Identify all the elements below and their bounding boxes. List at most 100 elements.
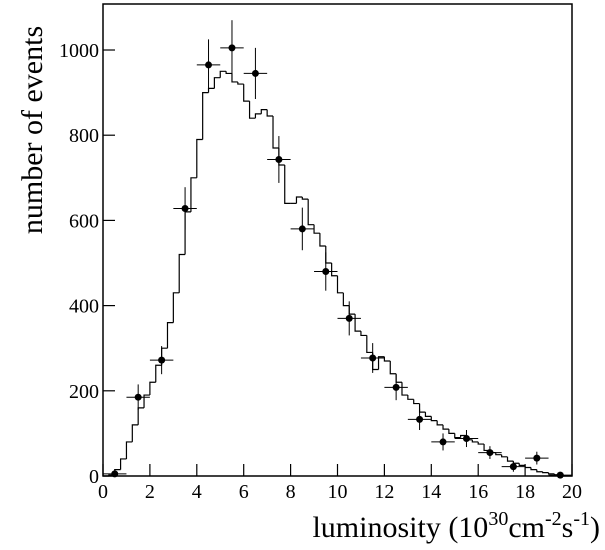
x-tick-label: 14	[421, 481, 441, 503]
histogram-bin	[166, 322, 174, 349]
plot-frame	[102, 3, 573, 477]
histogram-bin	[125, 441, 133, 459]
histogram-bin	[266, 109, 274, 117]
histogram-bin	[360, 331, 367, 337]
y-tick-label: 600	[69, 210, 99, 232]
x-tick-label: 16	[468, 481, 488, 503]
x-label-superscript: -1	[573, 508, 590, 530]
x-tick-label: 20	[562, 481, 582, 503]
histogram-bin	[131, 424, 139, 442]
histogram-bin	[547, 472, 555, 475]
histogram-bin	[325, 245, 332, 264]
data-point	[486, 449, 494, 457]
data-point	[228, 44, 236, 52]
data-point	[322, 268, 330, 276]
histogram-bin	[448, 429, 455, 435]
histogram-bin	[342, 292, 350, 307]
data-point	[392, 383, 400, 391]
data-point	[416, 415, 424, 423]
y-tick-label: 0	[89, 466, 99, 488]
histogram-bin	[501, 454, 508, 458]
histogram-bin	[260, 109, 268, 114]
data-point	[251, 69, 259, 77]
histogram-bin	[207, 87, 215, 93]
histogram-bin	[395, 373, 402, 383]
histogram-bin	[190, 177, 197, 212]
histogram-bin	[460, 434, 467, 438]
data-point	[275, 155, 283, 163]
x-tick-label: 10	[328, 481, 348, 503]
histogram-bin	[401, 382, 408, 396]
histogram-bin	[119, 458, 127, 470]
x-tick-label: 6	[239, 481, 249, 503]
histogram-bin	[196, 138, 203, 178]
histogram-bin	[184, 211, 191, 255]
histogram-bin	[313, 224, 320, 234]
histogram-bin	[307, 199, 315, 226]
histogram-bin	[536, 469, 543, 473]
data-point	[181, 204, 189, 212]
histogram-bin	[383, 356, 391, 362]
histogram-bin	[225, 71, 232, 75]
histogram-bin	[518, 463, 526, 466]
data-point	[158, 356, 166, 364]
data-point	[298, 225, 306, 233]
histogram-bin	[149, 381, 156, 396]
x-tick-label: 18	[515, 481, 535, 503]
x-tick-label: 12	[374, 481, 394, 503]
data-point	[205, 61, 213, 69]
x-label-part: s	[562, 511, 574, 544]
histogram-bin	[143, 394, 150, 408]
histogram-bin	[231, 73, 238, 83]
data-point	[111, 470, 119, 478]
x-axis-label: luminosity (1030cm-2s-1)	[312, 508, 600, 544]
x-tick-label: 2	[145, 481, 155, 503]
histogram-bin	[284, 165, 291, 204]
x-label-superscript: -2	[545, 508, 562, 530]
histogram-bin	[366, 335, 373, 354]
histogram-bin	[243, 84, 250, 102]
histogram-bin	[389, 360, 397, 375]
x-tick-label: 8	[286, 481, 296, 503]
histogram-bin	[377, 356, 385, 370]
histogram-bin	[301, 196, 309, 200]
histogram-bin	[354, 314, 361, 332]
histogram-bin	[477, 441, 485, 445]
data-point	[345, 314, 353, 322]
y-tick-label: 400	[69, 296, 99, 318]
histogram-bin	[295, 196, 303, 204]
x-label-part: cm	[508, 511, 545, 544]
x-tick-label: 4	[192, 481, 202, 503]
data-point	[533, 454, 541, 462]
x-label-superscript: 30	[488, 508, 508, 530]
histogram-bin	[442, 424, 449, 430]
histogram-bin	[137, 407, 145, 425]
histogram-bin	[155, 364, 162, 383]
histogram-bin	[331, 263, 338, 277]
data-point	[556, 471, 564, 479]
histogram-bin	[407, 395, 414, 400]
histogram-bin	[430, 416, 438, 422]
histogram-bin	[495, 452, 502, 456]
x-label-part: )	[590, 511, 600, 544]
histogram-bin	[348, 305, 356, 315]
histogram-bin	[178, 253, 186, 293]
data-point	[462, 435, 470, 443]
histogram-bin	[542, 471, 549, 474]
histogram-bin	[213, 77, 221, 89]
histogram-bin	[424, 412, 432, 417]
x-tick-label: 0	[98, 481, 108, 503]
histogram-bin	[202, 92, 209, 140]
y-tick-label: 200	[69, 381, 99, 403]
histogram-bin	[319, 233, 326, 247]
histogram-bin	[336, 275, 344, 294]
data-point	[509, 463, 517, 471]
histogram-bin	[418, 403, 426, 413]
data-point	[369, 354, 377, 362]
histogram-bin	[413, 399, 420, 405]
x-label-part: luminosity (10	[312, 511, 488, 544]
histogram-bin	[254, 113, 262, 119]
histogram-bin	[530, 467, 537, 471]
histogram-bin	[506, 456, 514, 462]
